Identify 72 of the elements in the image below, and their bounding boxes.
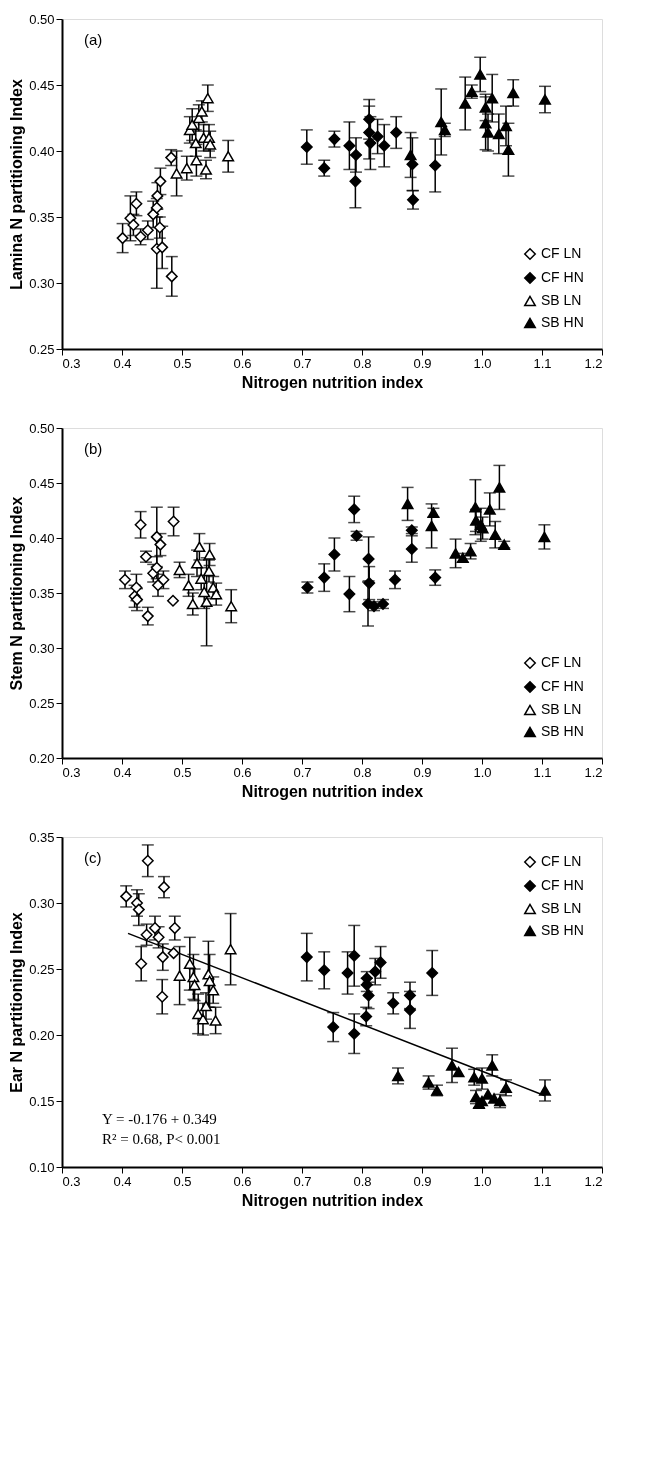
x-tick-label: 0.7 xyxy=(293,1173,312,1189)
x-tick-label: 1.0 xyxy=(473,355,492,371)
annotation: Y = -0.176 + 0.349 xyxy=(102,1111,217,1127)
y-tick-label: 0.45 xyxy=(29,77,55,93)
x-axis-title: Nitrogen nutrition index xyxy=(241,782,424,800)
x-tick-label: 0.4 xyxy=(113,1173,132,1189)
legend-label: CF HN xyxy=(541,269,584,285)
x-tick-label: 0.4 xyxy=(113,355,132,371)
y-tick-label: 0.25 xyxy=(29,341,55,357)
y-tick-label: 0.20 xyxy=(29,750,55,766)
annotation: (a) xyxy=(84,31,103,48)
x-tick-label: 0.8 xyxy=(353,1173,372,1189)
y-tick-label: 0.35 xyxy=(29,829,55,845)
x-tick-label: 0.9 xyxy=(413,764,432,780)
y-tick-label: 0.35 xyxy=(29,585,55,601)
x-tick-label: 0.5 xyxy=(173,764,192,780)
legend-label: SB LN xyxy=(541,701,582,717)
x-axis-title: Nitrogen nutrition index xyxy=(241,1191,424,1209)
x-tick-label: 0.7 xyxy=(293,764,312,780)
y-tick-label: 0.30 xyxy=(29,275,55,291)
y-tick-label: 0.45 xyxy=(29,475,55,491)
y-tick-label: 0.50 xyxy=(29,420,55,436)
x-tick-label: 1.1 xyxy=(533,1173,552,1189)
y-axis-title: Ear N partitioning Index xyxy=(8,912,26,1093)
y-axis-title: Lamina N partitioning Index xyxy=(8,79,26,290)
y-tick-label: 0.20 xyxy=(29,1027,55,1043)
x-tick-label: 1.1 xyxy=(533,355,552,371)
y-tick-label: 0.40 xyxy=(29,530,55,546)
x-tick-label: 0.8 xyxy=(353,764,372,780)
y-axis-title: Stem N partitioning Index xyxy=(8,496,26,691)
legend-label: SB LN xyxy=(541,292,582,308)
legend-label: CF HN xyxy=(541,877,584,893)
x-tick-label: 0.4 xyxy=(113,764,132,780)
x-tick-label: 0.5 xyxy=(173,1173,192,1189)
x-tick-label: 1.1 xyxy=(533,764,552,780)
x-tick-label: 0.6 xyxy=(233,1173,252,1189)
y-tick-label: 0.30 xyxy=(29,640,55,656)
legend-label: CF LN xyxy=(541,245,582,261)
y-tick-label: 0.35 xyxy=(29,209,55,225)
y-tick-label: 0.15 xyxy=(29,1093,55,1109)
x-tick-label: 0.3 xyxy=(62,764,81,780)
x-axis-title: Nitrogen nutrition index xyxy=(241,373,424,391)
x-tick-label: 0.8 xyxy=(353,355,372,371)
legend-label: SB LN xyxy=(541,900,582,916)
x-tick-label: 0.6 xyxy=(233,764,252,780)
y-tick-label: 0.25 xyxy=(29,695,55,711)
y-tick-label: 0.30 xyxy=(29,895,55,911)
x-tick-label: 1.0 xyxy=(473,764,492,780)
x-tick-label: 0.9 xyxy=(413,355,432,371)
x-tick-label: 0.7 xyxy=(293,355,312,371)
x-tick-label: 0.6 xyxy=(233,355,252,371)
x-tick-label: 1.0 xyxy=(473,1173,492,1189)
y-tick-label: 0.25 xyxy=(29,961,55,977)
legend-label: CF LN xyxy=(541,654,582,670)
x-tick-label: 1.2 xyxy=(584,355,603,371)
legend-label: SB HN xyxy=(541,314,584,330)
x-tick-label: 0.9 xyxy=(413,1173,432,1189)
annotation: (b) xyxy=(84,440,103,457)
legend-label: SB HN xyxy=(541,723,584,739)
y-tick-label: 0.50 xyxy=(29,11,55,27)
legend-label: SB HN xyxy=(541,922,584,938)
x-tick-label: 0.5 xyxy=(173,355,192,371)
legend-label: CF HN xyxy=(541,678,584,694)
annotation: (c) xyxy=(84,849,102,866)
y-tick-label: 0.40 xyxy=(29,143,55,159)
annotation: R² = 0.68, P< 0.001 xyxy=(102,1131,221,1147)
x-tick-label: 0.3 xyxy=(62,355,81,371)
x-tick-label: 0.3 xyxy=(62,1173,81,1189)
x-tick-label: 1.2 xyxy=(584,764,603,780)
x-tick-label: 1.2 xyxy=(584,1173,603,1189)
y-tick-label: 0.10 xyxy=(29,1159,55,1175)
legend-label: CF LN xyxy=(541,853,582,869)
